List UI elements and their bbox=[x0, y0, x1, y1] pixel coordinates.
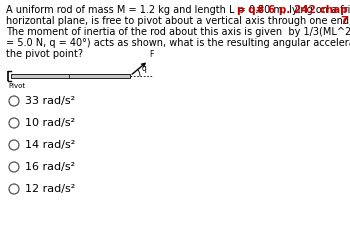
Text: the pivot point?: the pivot point? bbox=[6, 49, 83, 59]
Text: p q# 6 p. 242 chap: p q# 6 p. 242 chap bbox=[237, 5, 348, 15]
Text: 33 rad/s²: 33 rad/s² bbox=[25, 96, 75, 106]
Text: 16 rad/s²: 16 rad/s² bbox=[25, 162, 75, 172]
Text: horizontal plane, is free to pivot about a vertical axis through one end, as sho: horizontal plane, is free to pivot about… bbox=[6, 16, 350, 26]
Text: Pivot: Pivot bbox=[8, 83, 25, 89]
Text: 10 rad/s²: 10 rad/s² bbox=[25, 118, 75, 128]
Text: F: F bbox=[149, 50, 154, 59]
Text: = 5.0 N, q = 40°) acts as shown, what is the resulting angular acceleration abou: = 5.0 N, q = 40°) acts as shown, what is… bbox=[6, 38, 350, 48]
Text: 12 rad/s²: 12 rad/s² bbox=[25, 184, 75, 194]
Text: 14 rad/s²: 14 rad/s² bbox=[25, 140, 75, 150]
Text: q: q bbox=[142, 64, 147, 73]
Bar bbox=[11, 74, 130, 78]
Text: The moment of inertia of the rod about this axis is given  by 1/3(ML^2). If a fo: The moment of inertia of the rod about t… bbox=[6, 27, 350, 37]
Text: 7: 7 bbox=[341, 16, 348, 26]
Text: A uniform rod of mass M = 1.2 kg and length L = 0.80 m, lying on a frictionless: A uniform rod of mass M = 1.2 kg and len… bbox=[6, 5, 350, 15]
